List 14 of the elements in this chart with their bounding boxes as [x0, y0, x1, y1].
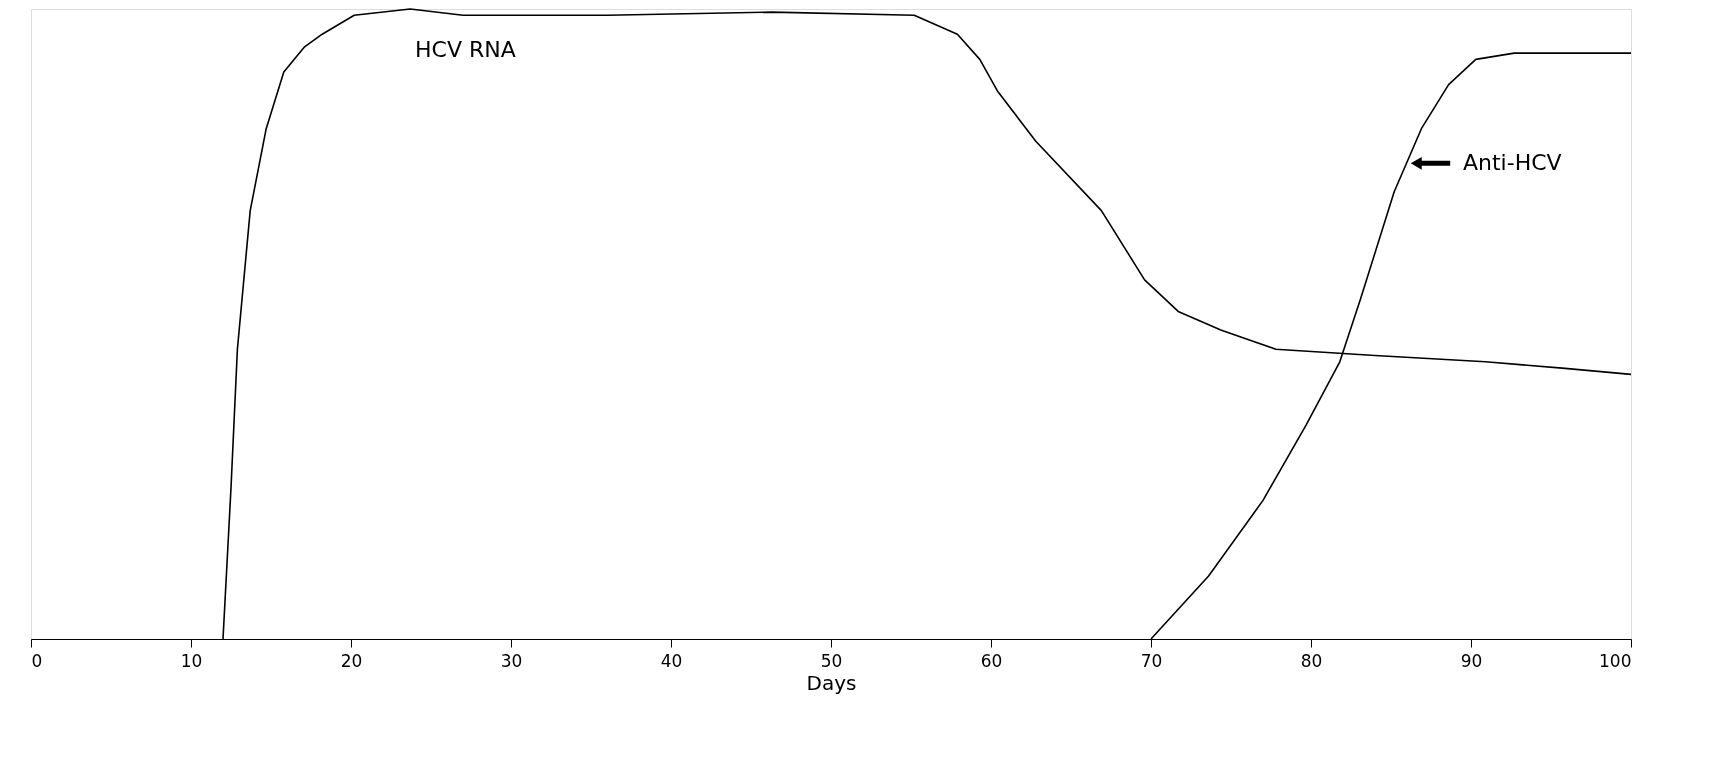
- x-tick-label: 90: [1460, 650, 1483, 671]
- x-tick-label: 60: [980, 650, 1003, 671]
- x-tick-label: 50: [820, 650, 843, 671]
- x-tick-label: 70: [1140, 650, 1163, 671]
- x-tick-label: 40: [660, 650, 683, 671]
- x-axis-title: Days: [806, 670, 857, 695]
- x-tick-label: 100: [1599, 650, 1632, 671]
- x-tick-label: 80: [1300, 650, 1323, 671]
- x-tick-label: 0: [31, 650, 43, 671]
- x-tick-label: 10: [180, 650, 203, 671]
- x-tick-label: 30: [500, 650, 523, 671]
- legend-label: Anti-HCV: [1463, 150, 1562, 176]
- x-tick-label: 20: [340, 650, 363, 671]
- series-label: HCV RNA: [415, 36, 516, 62]
